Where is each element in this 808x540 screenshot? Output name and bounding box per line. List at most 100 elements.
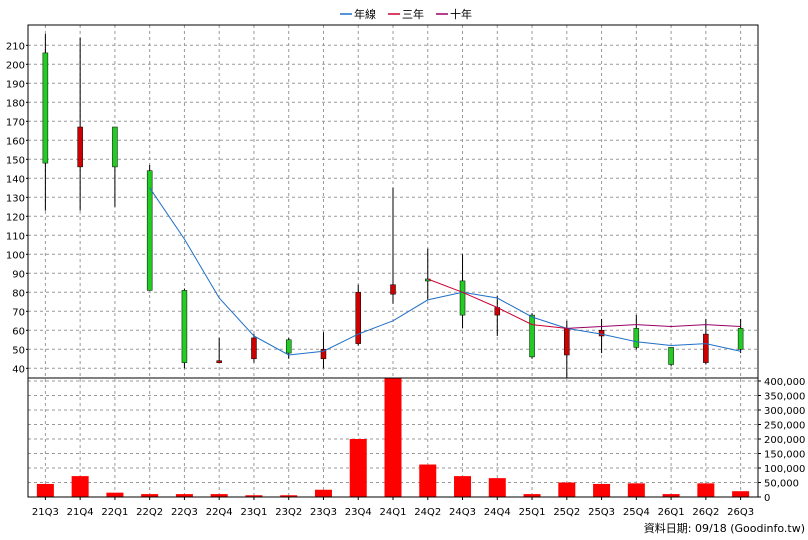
volume-tick-label: 50,000: [764, 479, 799, 490]
volume-bar: [523, 494, 541, 497]
category-tick-label: 25Q1: [519, 507, 546, 518]
category-tick-label: 22Q3: [171, 507, 198, 518]
price-tick-label: 80: [12, 288, 25, 299]
candle-body-down: [598, 330, 605, 337]
category-tick-label: 21Q3: [32, 507, 59, 518]
candle-body-up: [737, 328, 744, 350]
category-tick-label: 24Q1: [380, 507, 407, 518]
legend-label-三年: 三年: [402, 7, 424, 21]
price-tick-label: 100: [6, 250, 25, 261]
volume-tick-label: 250,000: [764, 421, 805, 432]
category-tick-label: 26Q2: [692, 507, 719, 518]
volume-bar: [141, 494, 159, 497]
axes: 40 50 60 70 80 90 100 110 120 130 140 150 160 170 180 1…: [6, 24, 805, 518]
volume-bar: [280, 495, 298, 497]
volume-bar: [662, 494, 680, 497]
category-tick-label: 23Q4: [345, 507, 372, 518]
series-line-十年: [566, 324, 741, 329]
volume-tick-label: 0: [764, 493, 770, 504]
category-tick-label: 25Q2: [553, 507, 580, 518]
price-tick-label: 110: [6, 231, 25, 242]
price-tick-label: 50: [12, 345, 25, 356]
price-tick-label: 170: [6, 117, 25, 128]
category-tick-label: 25Q4: [623, 507, 650, 518]
candle-body-down: [320, 349, 327, 360]
price-tick-label: 90: [12, 269, 25, 280]
category-tick-label: 23Q1: [240, 507, 267, 518]
category-tick-label: 22Q2: [136, 507, 163, 518]
candle-body-up: [42, 52, 49, 164]
price-tick-label: 130: [6, 193, 25, 204]
candle-body-up: [633, 328, 640, 348]
category-tick-label: 22Q4: [206, 507, 233, 518]
volume-bar: [732, 491, 750, 497]
candle-body-up: [529, 314, 535, 358]
volume-tick-label: 300,000: [764, 406, 805, 417]
volume-bar: [175, 494, 193, 497]
category-tick-label: 22Q1: [101, 507, 128, 518]
price-tick-label: 70: [12, 307, 25, 318]
volume-bar: [488, 478, 506, 497]
category-tick-label: 23Q3: [310, 507, 337, 518]
volume-bar: [558, 482, 576, 497]
data-date-credit: 資料日期: 09/18 (Goodinfo.tw): [644, 521, 805, 535]
volume-bar: [627, 483, 645, 497]
price-tick-label: 190: [6, 79, 25, 90]
price-tick-label: 140: [6, 174, 25, 185]
volume-bar: [384, 378, 402, 497]
volume-tick-label: 200,000: [764, 435, 805, 446]
volume-bar: [419, 464, 437, 497]
legend-label-年線: 年線: [354, 7, 376, 21]
candle-body-up: [668, 347, 674, 365]
price-tick-label: 210: [6, 41, 25, 52]
price-tick-label: 150: [6, 155, 25, 166]
volume-bar: [245, 495, 263, 497]
volume-bar: [349, 439, 367, 497]
candle-body-down: [251, 337, 257, 360]
category-tick-label: 21Q4: [67, 507, 94, 518]
price-tick-label: 40: [12, 364, 25, 375]
volume-bar: [210, 494, 228, 497]
volume-bar: [36, 483, 54, 497]
candle-body-up: [112, 126, 118, 168]
candle-body-up: [459, 280, 466, 316]
volume-bar: [314, 489, 332, 497]
price-candles: [42, 33, 744, 378]
price-tick-label: 60: [12, 326, 25, 337]
candle-body-down: [390, 284, 396, 295]
price-tick-label: 160: [6, 136, 25, 147]
candle-body-down: [564, 328, 570, 356]
candle-body-down: [703, 333, 709, 363]
price-tick-label: 200: [6, 60, 25, 71]
candle-body-up: [285, 339, 292, 354]
category-tick-label: 26Q1: [658, 507, 685, 518]
volume-tick-label: 350,000: [764, 392, 805, 403]
series-line-年線: [149, 187, 741, 356]
candle-body-down: [77, 126, 83, 168]
volume-tick-label: 150,000: [764, 450, 805, 461]
moving-average-lines: [149, 187, 741, 356]
category-tick-label: 23Q2: [275, 507, 302, 518]
volume-bars: [36, 378, 750, 497]
volume-tick-label: 400,000: [764, 377, 805, 388]
candle-body-down: [216, 360, 222, 363]
legend: 年線 三年 十年: [340, 7, 472, 21]
candle-body-up: [146, 170, 153, 291]
volume-bar: [454, 476, 472, 497]
category-tick-label: 26Q3: [727, 507, 754, 518]
series-line-三年: [427, 278, 567, 329]
candle-body-up: [181, 290, 188, 363]
category-tick-label: 25Q3: [588, 507, 615, 518]
price-tick-label: 180: [6, 98, 25, 109]
category-tick-label: 24Q4: [484, 507, 511, 518]
volume-bar: [697, 483, 715, 497]
volume-bar: [106, 492, 124, 497]
volume-bar: [71, 476, 89, 497]
category-tick-label: 24Q3: [449, 507, 476, 518]
price-tick-label: 120: [6, 212, 25, 223]
candle-body-down: [355, 292, 361, 344]
legend-label-十年: 十年: [450, 7, 472, 21]
volume-tick-label: 100,000: [764, 464, 805, 475]
category-tick-label: 24Q2: [414, 507, 441, 518]
